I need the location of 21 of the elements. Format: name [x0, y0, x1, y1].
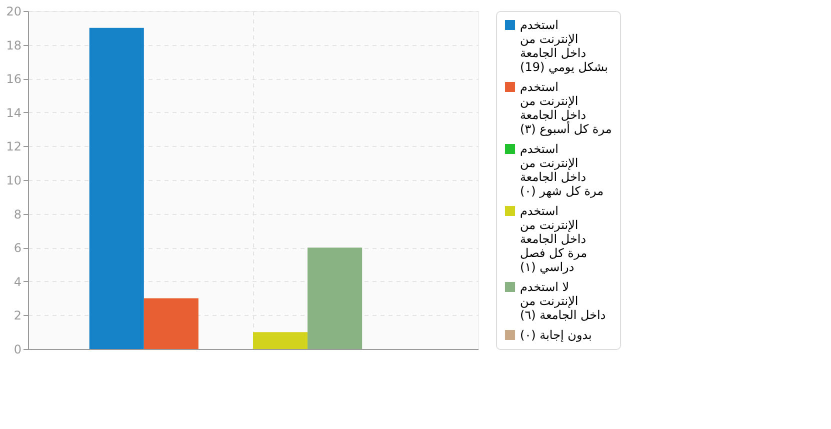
y-tick-label: 10 — [6, 174, 22, 188]
legend-label: بدون إجابة (٠) — [520, 328, 592, 342]
y-tick-label: 2 — [14, 308, 22, 323]
bar — [253, 332, 308, 349]
y-tick-label: 4 — [14, 274, 22, 289]
legend-label: استخدم الإنترنت من داخل الجامعة مرة كل فصل دراسي (١) — [520, 204, 587, 274]
y-tick-label: 16 — [6, 72, 22, 86]
legend-label: لا استخدم الإنترنت من داخل الجامعة (٦) — [520, 280, 606, 322]
y-tick-label: 12 — [6, 140, 22, 154]
legend-label: استخدم الإنترنت من داخل الجامعة مرة كل أسبوع (٣) — [520, 80, 612, 136]
y-tick-label: 14 — [6, 106, 22, 120]
y-tick-label: 20 — [6, 4, 22, 18]
y-tick-label: 18 — [6, 38, 22, 52]
y-tick-label: 8 — [14, 207, 22, 222]
bar — [89, 28, 144, 349]
legend-label: استخدم الإنترنت من داخل الجامعة بشكل يومي (19) — [520, 18, 608, 74]
bar — [308, 248, 362, 349]
bar — [144, 298, 198, 349]
legend-label: استخدم الإنترنت من داخل الجامعة مرة كل شهر (٠) — [520, 142, 604, 198]
y-tick-label: 0 — [14, 342, 22, 356]
y-tick-label: 6 — [14, 241, 22, 256]
